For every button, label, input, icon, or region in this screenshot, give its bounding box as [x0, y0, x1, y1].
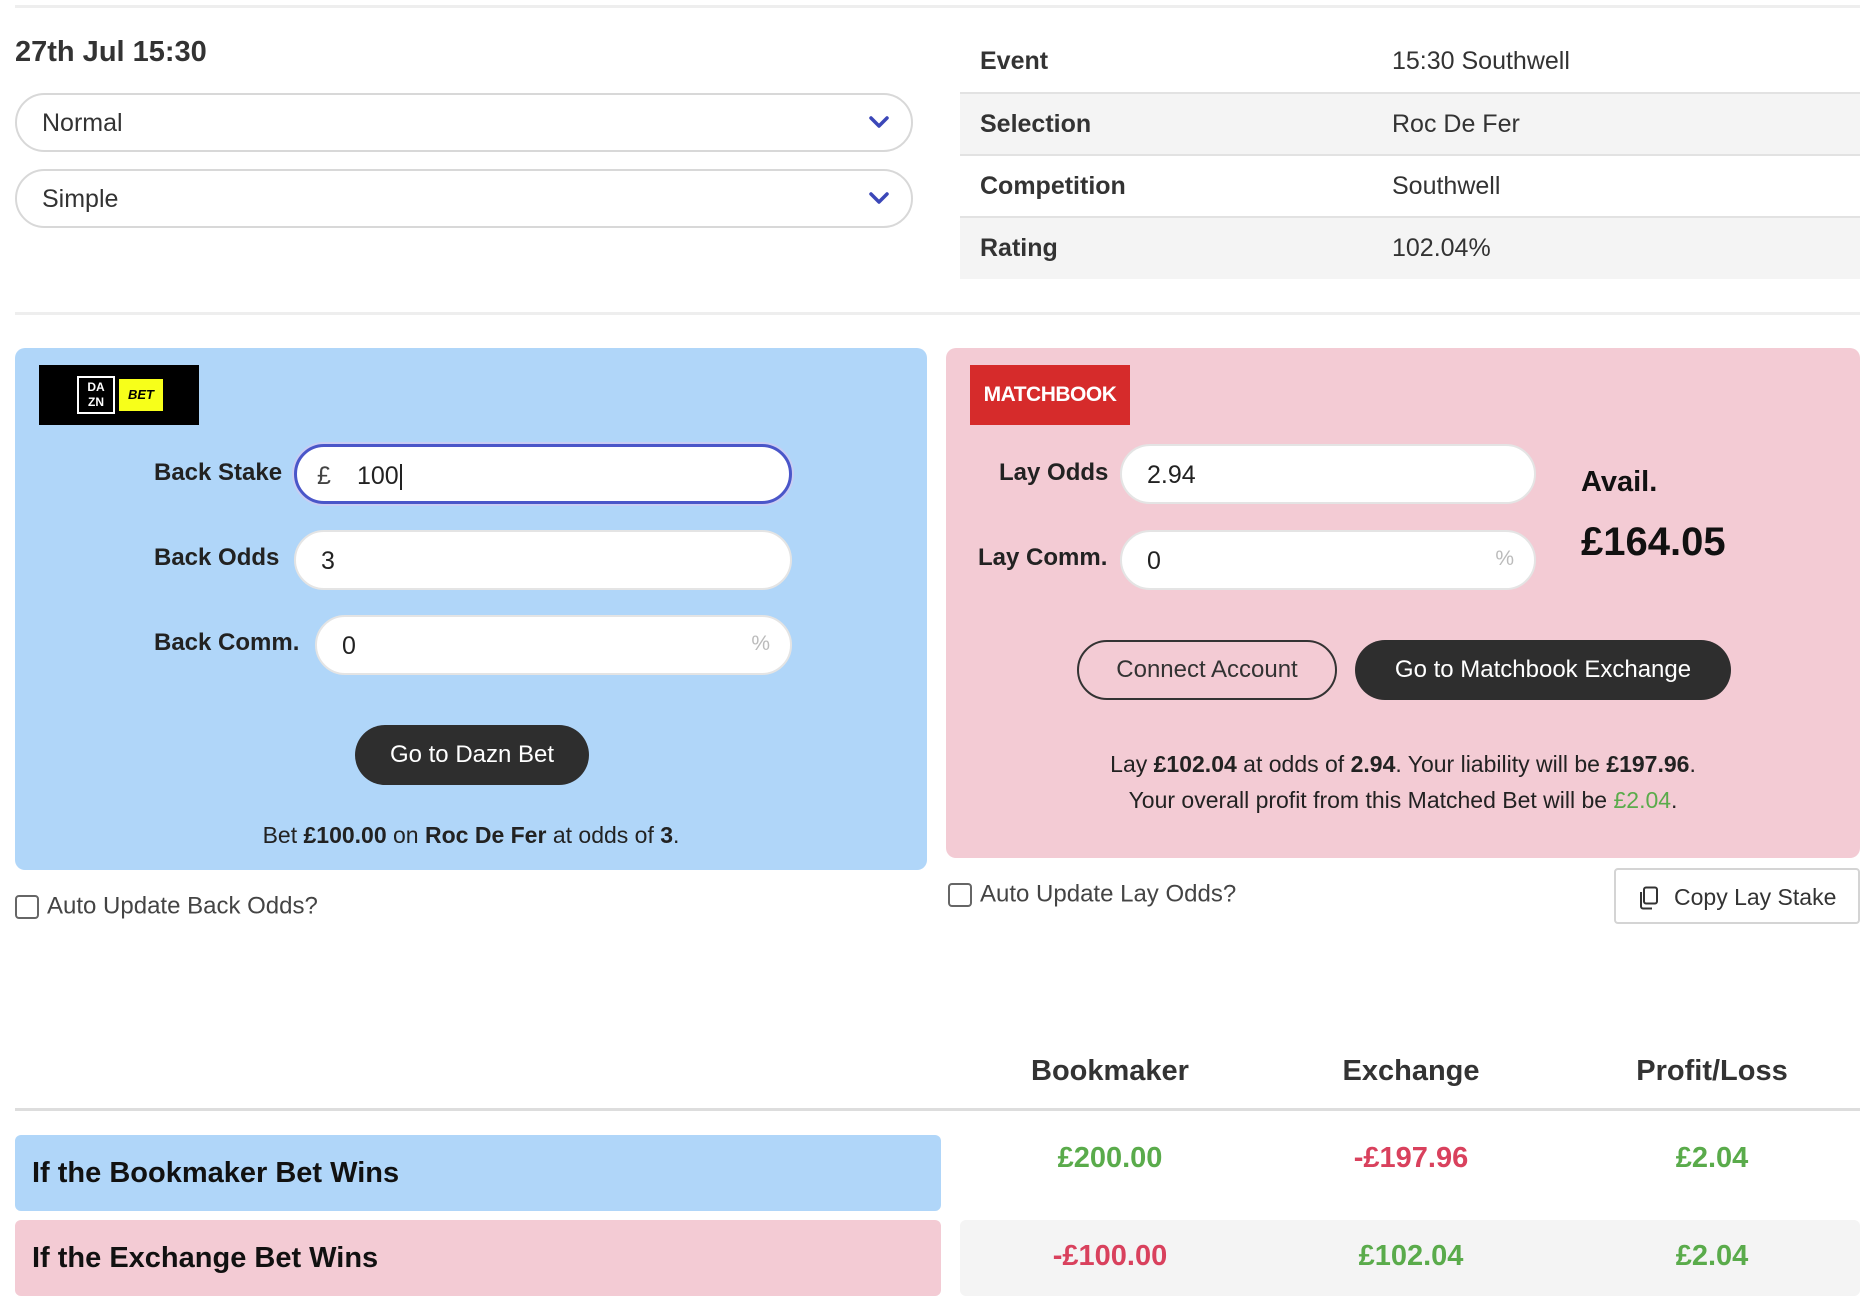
back-comm-value: 0: [342, 632, 356, 660]
currency-prefix: £: [317, 462, 331, 490]
available-label: Avail.: [1581, 466, 1658, 498]
exchange-wins-profit-value: £2.04: [1675, 1240, 1749, 1272]
back-odds-label: Back Odds: [154, 544, 280, 571]
top-divider: [15, 5, 1860, 8]
auto-update-back-label: Auto Update Back Odds?: [47, 892, 318, 920]
available-amount: £164.05: [1581, 520, 1726, 564]
back-stake-label: Back Stake: [154, 459, 283, 486]
exchange-wins-bookmaker-value: -£100.00: [1052, 1240, 1168, 1272]
summary-odds: 3: [660, 822, 674, 848]
back-bet-summary: Bet £100.00 on Roc De Fer at odds of 3.: [15, 822, 927, 849]
summary-text: Lay: [1110, 751, 1154, 777]
lay-bet-panel: MATCHBOOK Lay Odds 2.94 Lay Comm. 0 % Av…: [946, 348, 1860, 858]
lay-comm-input[interactable]: 0 %: [1120, 530, 1536, 590]
summary-text: Your overall profit from this Matched Be…: [1128, 787, 1614, 813]
info-row-rating: Rating 102.04%: [960, 217, 1860, 279]
auto-update-lay-label: Auto Update Lay Odds?: [980, 880, 1237, 908]
back-stake-input[interactable]: £ 100: [294, 444, 792, 504]
chevron-down-icon: [869, 192, 889, 204]
auto-update-back-odds[interactable]: Auto Update Back Odds?: [15, 892, 318, 921]
bookmaker-wins-profit-value: £2.04: [1675, 1142, 1749, 1174]
lay-odds-value: 2.94: [1147, 461, 1196, 489]
dazn-logo-mark: DA ZN: [77, 376, 115, 414]
bookmaker-wins-exchange-value: -£197.96: [1353, 1142, 1469, 1174]
info-label: Event: [960, 31, 1372, 94]
go-to-matchbook-button[interactable]: Go to Matchbook Exchange: [1355, 640, 1731, 700]
dazn-bet-logo: DA ZN BET: [39, 365, 199, 425]
percent-suffix: %: [1495, 547, 1514, 570]
info-label: Rating: [960, 217, 1372, 279]
col-header-profit-loss: Profit/Loss: [1636, 1055, 1788, 1087]
dazn-logo-text-1: DA: [87, 380, 105, 394]
type-select[interactable]: Simple: [15, 169, 913, 228]
section-divider: [15, 312, 1860, 315]
info-label: Competition: [960, 155, 1372, 218]
connect-account-button[interactable]: Connect Account: [1077, 640, 1337, 700]
bookmaker-wins-bookmaker-value: £200.00: [1057, 1142, 1163, 1174]
auto-update-lay-checkbox[interactable]: [948, 882, 972, 907]
info-row-selection: Selection Roc De Fer: [960, 93, 1860, 156]
row-label-exchange-wins: If the Exchange Bet Wins: [15, 1220, 941, 1296]
back-odds-value: 3: [321, 547, 335, 575]
mode-select-value: Normal: [42, 109, 123, 137]
summary-text: at odds of: [1236, 751, 1351, 777]
dazn-logo-text-2: ZN: [88, 395, 104, 409]
info-row-event: Event 15:30 Southwell: [960, 31, 1860, 94]
copy-lay-stake-label: Copy Lay Stake: [1674, 884, 1837, 910]
lay-comm-label: Lay Comm.: [978, 544, 1108, 571]
summary-stake: £100.00: [303, 822, 387, 848]
col-header-bookmaker: Bookmaker: [1031, 1055, 1189, 1087]
overall-profit-amount: £2.04: [1613, 787, 1672, 813]
auto-update-lay-odds[interactable]: Auto Update Lay Odds?: [948, 880, 1236, 909]
matchbook-logo: MATCHBOOK: [970, 365, 1130, 425]
results-header-divider: [15, 1108, 1860, 1111]
info-value: 102.04%: [1372, 217, 1860, 279]
dazn-logo-bet: BET: [119, 379, 163, 411]
liability-amount: £197.96: [1606, 751, 1690, 777]
exchange-wins-exchange-value: £102.04: [1358, 1240, 1464, 1272]
back-odds-input[interactable]: 3: [294, 530, 792, 590]
auto-update-back-checkbox[interactable]: [15, 894, 39, 919]
back-comm-label: Back Comm.: [154, 629, 300, 656]
row-label-bookmaker-wins: If the Bookmaker Bet Wins: [15, 1135, 941, 1211]
info-value: 15:30 Southwell: [1372, 31, 1860, 94]
mode-select[interactable]: Normal: [15, 93, 913, 152]
lay-bet-summary-line1: Lay £102.04 at odds of 2.94. Your liabil…: [946, 751, 1860, 778]
info-value: Roc De Fer: [1372, 93, 1860, 156]
summary-text: Bet: [262, 822, 304, 848]
lay-comm-value: 0: [1147, 547, 1161, 575]
summary-text: .: [1689, 751, 1696, 777]
back-comm-input[interactable]: 0 %: [315, 615, 792, 675]
copy-lay-stake-button[interactable]: Copy Lay Stake: [1614, 868, 1860, 924]
summary-text: . Your liability will be: [1395, 751, 1607, 777]
summary-selection: Roc De Fer: [425, 822, 547, 848]
exchange-wins-row-background: [960, 1220, 1860, 1296]
info-value: Southwell: [1372, 155, 1860, 218]
type-select-value: Simple: [42, 185, 119, 213]
col-header-exchange: Exchange: [1342, 1055, 1480, 1087]
lay-bet-summary-line2: Your overall profit from this Matched Be…: [946, 787, 1860, 814]
lay-odds-amount: 2.94: [1350, 751, 1396, 777]
event-info-table: Event 15:30 Southwell Selection Roc De F…: [960, 31, 1860, 279]
event-datetime: 27th Jul 15:30: [15, 36, 207, 68]
percent-suffix: %: [751, 632, 770, 655]
summary-text: on: [386, 822, 425, 848]
info-label: Selection: [960, 93, 1372, 156]
summary-text: .: [673, 822, 680, 848]
summary-text: .: [1671, 787, 1678, 813]
go-to-dazn-bet-button[interactable]: Go to Dazn Bet: [355, 725, 589, 785]
lay-odds-input[interactable]: 2.94: [1120, 444, 1536, 504]
info-row-competition: Competition Southwell: [960, 155, 1860, 218]
back-stake-value: 100: [357, 462, 399, 490]
text-caret: [399, 464, 402, 491]
lay-odds-label: Lay Odds: [999, 459, 1109, 486]
chevron-down-icon: [869, 116, 889, 128]
copy-icon: [1640, 886, 1658, 910]
lay-stake-amount: £102.04: [1153, 751, 1237, 777]
back-bet-panel: DA ZN BET Back Stake £ 100 Back Odds 3 B…: [15, 348, 927, 870]
summary-text: at odds of: [546, 822, 661, 848]
